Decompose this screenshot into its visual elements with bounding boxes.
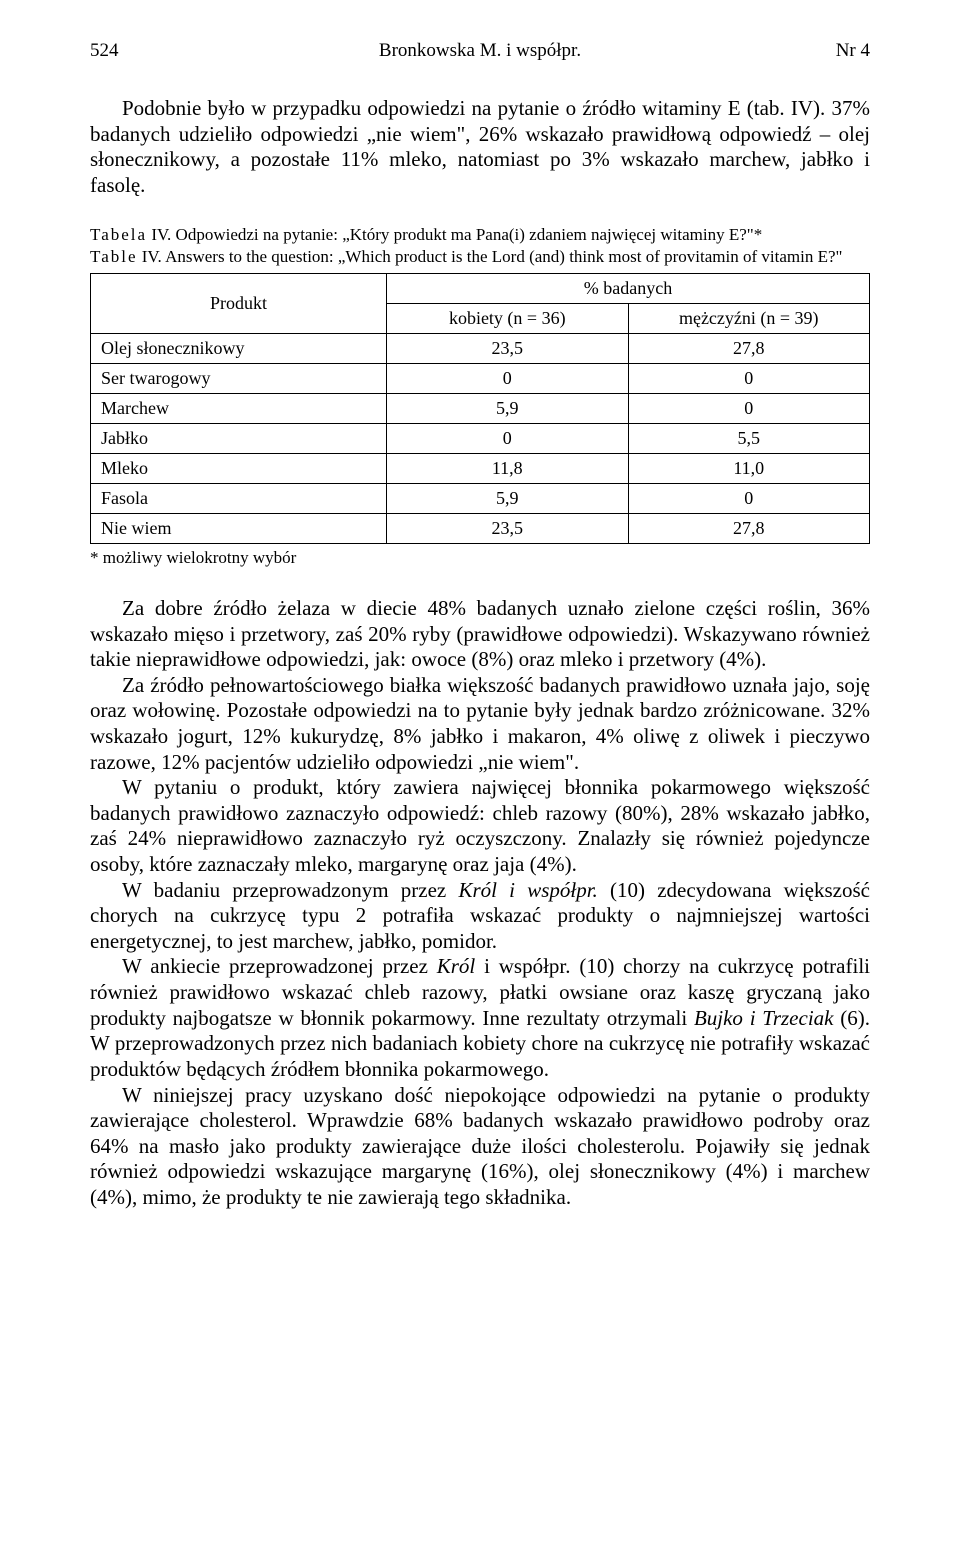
row-val-women: 0 — [387, 363, 628, 393]
body-paragraph: W pytaniu o produkt, który zawiera najwi… — [90, 775, 870, 877]
caption-text-pl: IV. Odpowiedzi na pytanie: „Który produk… — [147, 225, 762, 244]
row-label: Fasola — [91, 483, 387, 513]
col-header-group: % badanych — [387, 273, 870, 303]
row-label: Marchew — [91, 393, 387, 423]
table-caption: Tabela IV. Odpowiedzi na pytanie: „Który… — [90, 224, 870, 267]
row-val-men: 11,0 — [628, 453, 870, 483]
row-val-women: 11,8 — [387, 453, 628, 483]
col-header-men: mężczyźni (n = 39) — [628, 303, 870, 333]
row-label: Olej słonecznikowy — [91, 333, 387, 363]
row-val-women: 5,9 — [387, 483, 628, 513]
col-header-women: kobiety (n = 36) — [387, 303, 628, 333]
issue-number: Nr 4 — [790, 40, 870, 62]
para-italic: Król — [437, 954, 476, 978]
data-table: Produkt % badanych kobiety (n = 36) mężc… — [90, 273, 870, 544]
table-row: Olej słonecznikowy 23,5 27,8 — [91, 333, 870, 363]
caption-label-en: Table — [90, 247, 138, 266]
table-row: Nie wiem 23,5 27,8 — [91, 513, 870, 543]
row-val-men: 27,8 — [628, 513, 870, 543]
row-label: Nie wiem — [91, 513, 387, 543]
row-val-men: 27,8 — [628, 333, 870, 363]
para-text: W ankiecie przeprowadzonej przez — [122, 954, 437, 978]
table-row: Marchew 5,9 0 — [91, 393, 870, 423]
para-italic: Król i współpr. — [458, 878, 597, 902]
row-val-men: 5,5 — [628, 423, 870, 453]
table-row: Fasola 5,9 0 — [91, 483, 870, 513]
row-val-men: 0 — [628, 393, 870, 423]
row-val-women: 0 — [387, 423, 628, 453]
row-label: Ser twarogowy — [91, 363, 387, 393]
para-text: W badaniu przeprowadzonym przez — [122, 878, 458, 902]
body-paragraph: W badaniu przeprowadzonym przez Król i w… — [90, 878, 870, 955]
page-number: 524 — [90, 40, 170, 62]
body-paragraph: W ankiecie przeprowadzonej przez Król i … — [90, 954, 870, 1082]
table-row: Ser twarogowy 0 0 — [91, 363, 870, 393]
row-val-men: 0 — [628, 483, 870, 513]
row-val-women: 23,5 — [387, 513, 628, 543]
intro-paragraph: Podobnie było w przypadku odpowiedzi na … — [90, 96, 870, 198]
body-paragraph: Za dobre źródło żelaza w diecie 48% bada… — [90, 596, 870, 673]
table-row: Jabłko 0 5,5 — [91, 423, 870, 453]
row-val-women: 23,5 — [387, 333, 628, 363]
table-footnote: * możliwy wielokrotny wybór — [90, 548, 870, 568]
body-paragraph: W niniejszej pracy uzyskano dość niepoko… — [90, 1083, 870, 1211]
row-label: Mleko — [91, 453, 387, 483]
caption-label-pl: Tabela — [90, 225, 147, 244]
row-label: Jabłko — [91, 423, 387, 453]
body-paragraph: Za źródło pełnowartościowego białka więk… — [90, 673, 870, 775]
running-title: Bronkowska M. i współpr. — [170, 40, 790, 62]
col-header-product: Produkt — [91, 273, 387, 333]
row-val-men: 0 — [628, 363, 870, 393]
caption-text-en: IV. Answers to the question: „Which prod… — [138, 247, 843, 266]
row-val-women: 5,9 — [387, 393, 628, 423]
running-header: 524 Bronkowska M. i współpr. Nr 4 — [90, 40, 870, 62]
para-italic: Bujko i Trzeciak — [694, 1006, 834, 1030]
table-row: Mleko 11,8 11,0 — [91, 453, 870, 483]
